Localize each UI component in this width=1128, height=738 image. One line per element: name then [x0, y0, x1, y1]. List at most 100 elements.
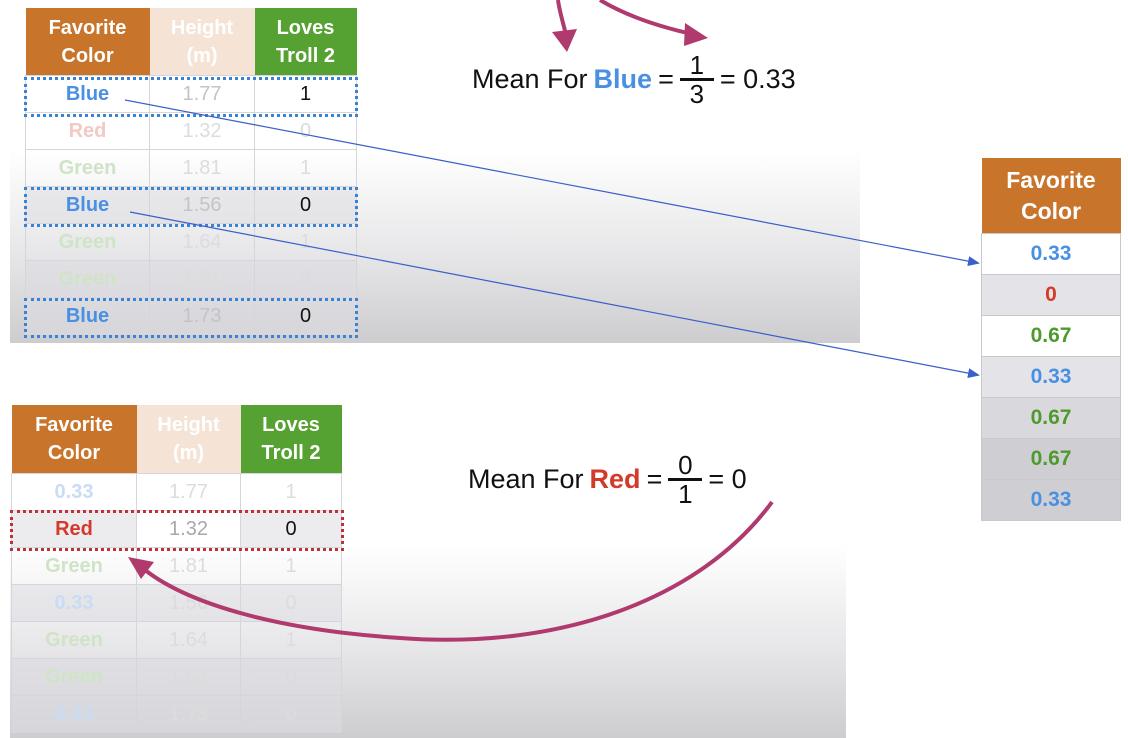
cell-height: 1.56 — [136, 584, 241, 622]
cell-color: 0.33 — [11, 695, 137, 733]
table-row: Blue 1.56 0 — [25, 186, 357, 224]
magenta-curved-arrow — [143, 500, 774, 642]
fraction-bar — [679, 78, 714, 81]
table-row: Green 1.61 0 — [11, 658, 342, 696]
table-header: Favorite Color Height (m) Loves Troll 2 — [25, 8, 357, 76]
cell-loves: 0 — [254, 186, 357, 224]
table-encoded-color: Favorite Color 0.33 0 0.67 0.33 0.67 0.67… — [981, 158, 1121, 521]
cell-color: Blue — [25, 186, 150, 224]
highlight-blue-row-3 — [24, 298, 358, 338]
equation-result: = 0.33 — [719, 64, 796, 94]
table-row: 0.33 — [981, 479, 1121, 521]
magenta-arrow-right — [598, 0, 693, 36]
header-favorite-color: Favorite Color — [981, 158, 1121, 234]
cell-height: 1.61 — [149, 260, 255, 298]
table-row: 0.67 — [981, 315, 1121, 357]
magenta-arrowhead-right — [684, 23, 708, 46]
highlight-blue-row-2 — [24, 187, 358, 227]
cell-color: Green — [25, 223, 150, 261]
cell-color: Red — [25, 112, 150, 150]
equation-equals: = — [646, 464, 663, 494]
equation-mean-blue: Mean For Blue = 1 3 = 0.33 — [472, 52, 796, 107]
cell-color: Blue — [25, 75, 150, 113]
table-row: Red 1.32 0 — [25, 112, 357, 150]
blue-arrow-row4 — [129, 211, 980, 379]
cell-loves: 0 — [240, 695, 342, 733]
encoded-value: 0.67 — [981, 438, 1121, 480]
cell-height: 1.56 — [149, 186, 255, 224]
magenta-curved-arrowhead — [128, 557, 154, 579]
cell-height: 1.73 — [136, 695, 241, 733]
equation-mean-red: Mean For Red = 0 1 = 0 — [468, 452, 747, 507]
table-row: Green 1.64 1 — [11, 621, 342, 659]
highlight-red-row — [10, 510, 344, 551]
cell-loves: 1 — [240, 621, 342, 659]
encoded-value: 0.67 — [981, 397, 1121, 439]
denominator: 3 — [689, 79, 705, 109]
equation-prefix: Mean For — [468, 464, 584, 494]
table-row: 0.33 1.73 0 — [11, 695, 342, 733]
cell-loves: 1 — [240, 547, 342, 585]
equation-result: = 0 — [708, 464, 747, 494]
table-header: Favorite Color Height (m) Loves Troll 2 — [11, 405, 342, 474]
table-row: 0.33 — [981, 233, 1121, 275]
blue-arrow-row1 — [124, 99, 980, 267]
cell-height: 1.81 — [136, 547, 241, 585]
equation-equals: = — [658, 64, 674, 94]
cell-color: 0.33 — [11, 473, 137, 511]
cell-height: 1.32 — [136, 510, 241, 548]
table-row: 0.33 — [981, 356, 1121, 398]
fraction-red: 0 1 — [668, 450, 703, 509]
fraction-bar — [668, 478, 703, 481]
cell-height: 1.77 — [149, 75, 255, 113]
numerator: 1 — [689, 50, 705, 80]
numerator: 0 — [678, 450, 693, 480]
cell-loves: 0 — [254, 297, 357, 335]
cell-height: 1.73 — [149, 297, 255, 335]
header-favorite-color: Favorite Color — [11, 405, 137, 474]
cell-color: Green — [11, 658, 137, 696]
table-row: Green 1.64 1 — [25, 223, 357, 261]
table-row: Green 1.81 1 — [25, 149, 357, 187]
cell-height: 1.64 — [149, 223, 255, 261]
fraction-blue: 1 3 — [679, 50, 714, 109]
table-row: 0 — [981, 274, 1121, 316]
equation-keyword-blue: Blue — [593, 64, 653, 94]
encoded-value: 0 — [981, 274, 1121, 316]
header-loves-troll-2: Loves Troll 2 — [240, 405, 342, 474]
header-height: Height (m) — [149, 8, 255, 76]
table-row: Green 1.81 1 — [11, 547, 342, 585]
cell-height: 1.61 — [136, 658, 241, 696]
cell-height: 1.64 — [136, 621, 241, 659]
equation-keyword-red: Red — [589, 464, 641, 494]
cell-color: Red — [11, 510, 137, 548]
encoded-value: 0.33 — [981, 233, 1121, 275]
equation-prefix: Mean For — [472, 64, 588, 94]
header-loves-troll-2: Loves Troll 2 — [254, 8, 357, 76]
cell-height: 1.32 — [149, 112, 255, 150]
header-favorite-color: Favorite Color — [25, 8, 150, 76]
table-header: Favorite Color — [981, 158, 1121, 234]
cell-loves: 0 — [254, 112, 357, 150]
table-row: Red 1.32 0 — [11, 510, 342, 548]
cell-color: Green — [11, 621, 137, 659]
cell-color: Green — [25, 260, 150, 298]
table-row: Blue 1.73 0 — [25, 297, 357, 335]
cell-height: 1.81 — [149, 149, 255, 187]
table-row: 0.67 — [981, 397, 1121, 439]
table-original: Favorite Color Height (m) Loves Troll 2 Blu… — [25, 8, 357, 335]
table-partially-encoded: Favorite Color Height (m) Loves Troll 2 0.3… — [11, 405, 342, 733]
highlight-blue-row-1 — [24, 77, 358, 117]
magenta-arrowhead-left — [552, 29, 577, 52]
cell-color: Green — [25, 149, 150, 187]
header-height: Height (m) — [136, 405, 241, 474]
denominator: 1 — [678, 479, 693, 509]
cell-loves: 0 — [254, 260, 357, 298]
encoded-value: 0.67 — [981, 315, 1121, 357]
table-row: Green 1.61 0 — [25, 260, 357, 298]
encoded-value: 0.33 — [981, 479, 1121, 521]
cell-color: Blue — [25, 297, 150, 335]
cell-loves: 0 — [240, 658, 342, 696]
table-row: 0.67 — [981, 438, 1121, 480]
